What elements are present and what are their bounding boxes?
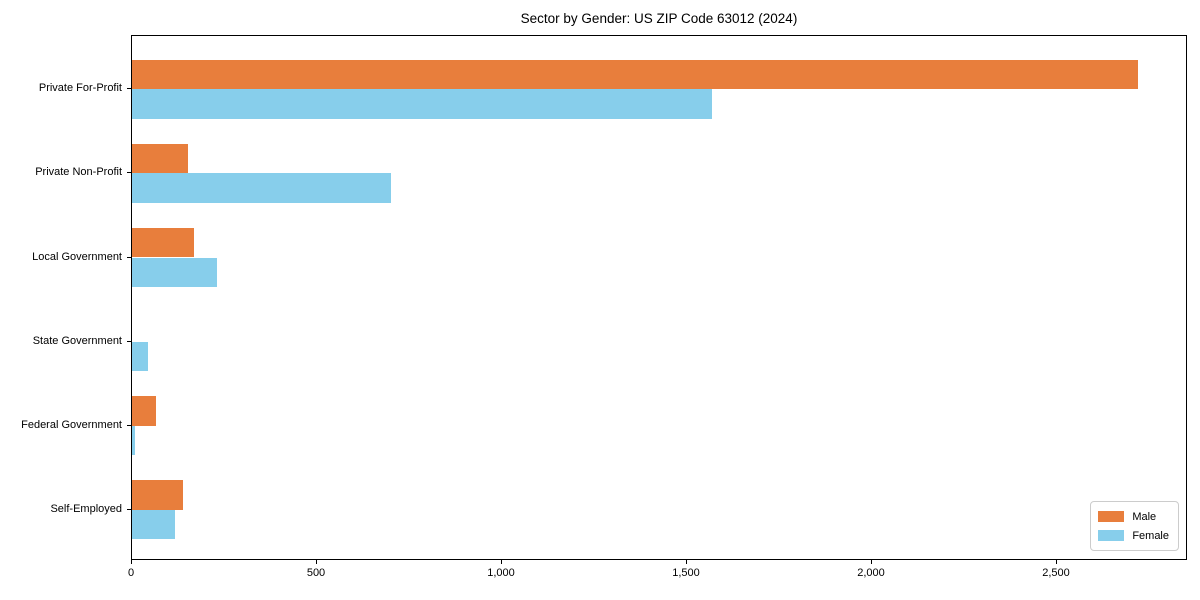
y-tick-label-state-government: State Government: [32, 334, 122, 347]
y-tick-label-federal-government: Federal Government: [21, 418, 122, 431]
y-tick-mark: [127, 256, 131, 258]
y-tick-label-local-government: Local Government: [32, 250, 122, 263]
bar-female-private-non-profit: [132, 173, 391, 203]
bar-male-private-for-profit: [132, 59, 1138, 90]
bar-male-federal-government: [132, 396, 157, 426]
bar-female-state-government: [132, 341, 148, 372]
bar-female-private-for-profit: [132, 89, 712, 119]
bar-male-self-employed: [132, 480, 183, 510]
x-tick-mark: [871, 560, 872, 564]
x-tick-mark: [686, 560, 687, 564]
legend-label-female: Female: [1132, 529, 1169, 542]
bar-female-local-government: [132, 257, 218, 288]
x-tick-mark: [1056, 560, 1057, 564]
x-tick-mark: [131, 560, 132, 564]
legend-swatch-female: [1098, 530, 1125, 541]
x-tick-label-1-000: 1,000: [487, 567, 515, 579]
legend-swatch-male: [1098, 511, 1125, 522]
y-tick-mark: [127, 340, 131, 342]
chart-title: Sector by Gender: US ZIP Code 63012 (202…: [520, 11, 798, 26]
legend-label-male: Male: [1132, 510, 1157, 523]
x-tick-label-1-500: 1,500: [672, 567, 700, 579]
y-tick-mark: [127, 88, 131, 90]
y-tick-label-private-non-profit: Private Non-Profit: [35, 166, 122, 179]
y-tick-mark: [127, 172, 131, 174]
bar-female-federal-government: [132, 425, 135, 456]
y-tick-mark: [127, 424, 131, 426]
y-tick-label-self-employed: Self-Employed: [50, 502, 122, 515]
x-tick-label-500: 500: [306, 567, 326, 579]
bar-female-self-employed: [132, 509, 175, 540]
x-tick-label-2-000: 2,000: [857, 567, 885, 579]
x-tick-label-2-500: 2,500: [1042, 567, 1070, 579]
plot-area: Male Female: [131, 35, 1187, 560]
x-tick-label-0: 0: [127, 567, 135, 579]
y-tick-label-private-for-profit: Private For-Profit: [38, 82, 122, 95]
bar-male-private-non-profit: [132, 143, 188, 174]
y-tick-mark: [127, 508, 131, 510]
legend-item-female: Female: [1098, 526, 1169, 545]
legend: Male Female: [1090, 501, 1179, 551]
x-tick-mark: [501, 560, 502, 564]
legend-item-male: Male: [1098, 507, 1169, 526]
bar-male-local-government: [132, 227, 194, 258]
x-tick-mark: [316, 560, 317, 564]
